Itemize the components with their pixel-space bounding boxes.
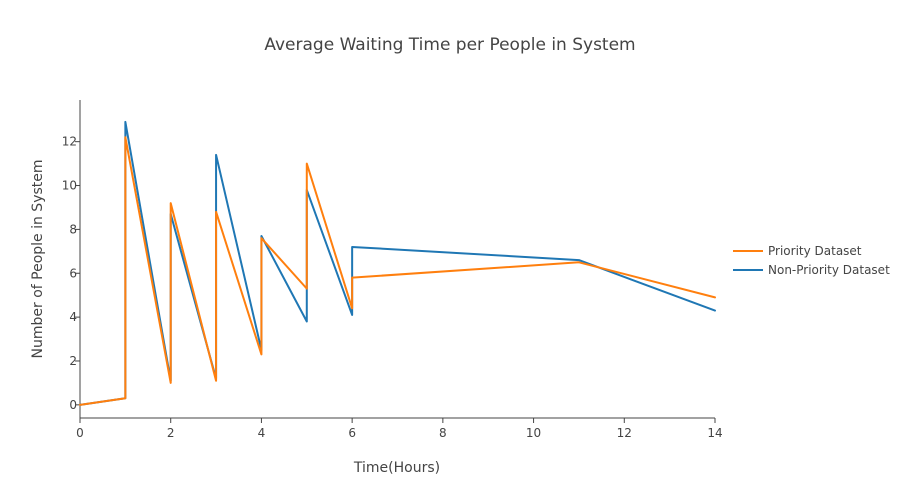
- series-line-priority-dataset: [79, 136, 716, 406]
- y-tick-label: 2: [69, 354, 77, 368]
- x-tick-label: 8: [439, 426, 447, 440]
- series-line-non-priority-dataset: [79, 120, 716, 406]
- y-axis-ticks: 0 2 4 6 8 10 12: [62, 135, 80, 412]
- x-tick-label: 12: [617, 426, 632, 440]
- y-tick-label: 12: [62, 135, 77, 149]
- x-tick-label: 0: [76, 426, 84, 440]
- legend-item-priority-dataset[interactable]: Priority Dataset: [733, 244, 862, 258]
- legend-label: Non-Priority Dataset: [768, 263, 890, 277]
- x-tick-label: 10: [526, 426, 541, 440]
- legend-label: Priority Dataset: [768, 244, 862, 258]
- x-tick-label: 4: [258, 426, 266, 440]
- x-tick-label: 6: [348, 426, 356, 440]
- chart-title: Average Waiting Time per People in Syste…: [264, 35, 635, 55]
- y-axis-title: Number of People in System: [30, 159, 46, 358]
- x-axis-title: Time(Hours): [353, 460, 440, 476]
- y-tick-label: 6: [69, 266, 77, 280]
- y-tick-label: 10: [62, 179, 77, 193]
- legend[interactable]: Priority Dataset Non-Priority Dataset: [733, 244, 890, 277]
- x-tick-label: 14: [707, 426, 722, 440]
- y-tick-label: 8: [69, 222, 77, 236]
- y-tick-label: 4: [69, 310, 77, 324]
- legend-item-non-priority-dataset[interactable]: Non-Priority Dataset: [733, 263, 890, 277]
- axes: [79, 100, 715, 419]
- x-tick-label: 2: [167, 426, 175, 440]
- x-axis-ticks: 0 2 4 6 8 10 12 14: [76, 418, 723, 440]
- series-lines: [79, 120, 716, 406]
- y-tick-label: 0: [69, 398, 77, 412]
